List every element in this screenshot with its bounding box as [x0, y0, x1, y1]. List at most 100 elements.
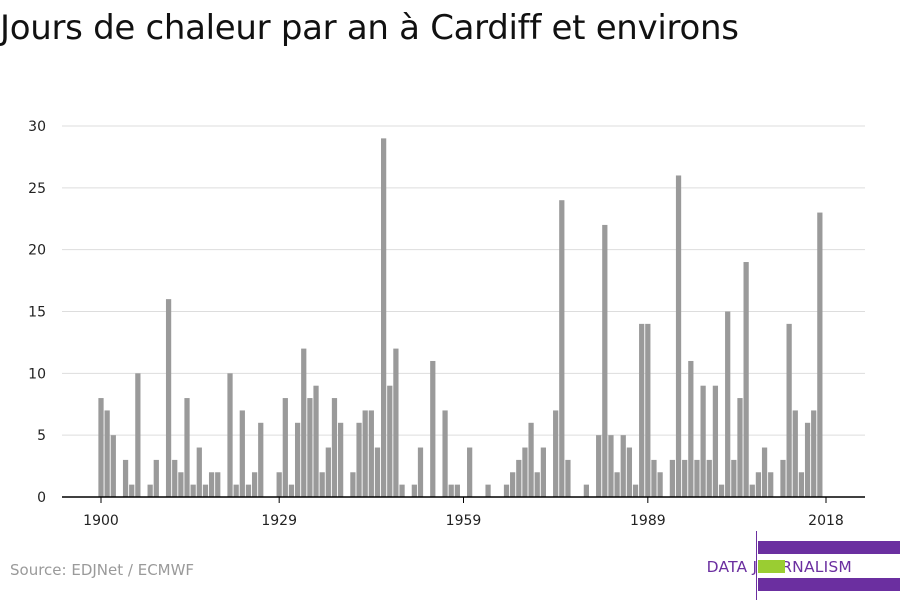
- bar-1937[interactable]: [325, 447, 331, 497]
- bar-1904[interactable]: [122, 459, 129, 497]
- bar-1939[interactable]: [338, 422, 344, 497]
- bar-2014[interactable]: [798, 472, 805, 497]
- bar-1976[interactable]: [565, 459, 571, 497]
- bar-1947[interactable]: [387, 385, 393, 497]
- bar-1968[interactable]: [516, 459, 522, 497]
- bar-1923[interactable]: [239, 410, 245, 497]
- bar-1996[interactable]: [688, 360, 694, 497]
- bar-2017[interactable]: [817, 212, 823, 497]
- bar-2001[interactable]: [718, 484, 725, 497]
- bar-2016[interactable]: [811, 410, 817, 497]
- bar-2006[interactable]: [749, 484, 755, 497]
- bar-1975[interactable]: [559, 200, 565, 497]
- bar-2008[interactable]: [761, 447, 768, 497]
- bar-1986[interactable]: [626, 447, 633, 497]
- bar-2007[interactable]: [755, 472, 762, 497]
- bar-1995[interactable]: [682, 459, 688, 497]
- bar-1951[interactable]: [411, 484, 417, 497]
- bar-1971[interactable]: [534, 472, 540, 497]
- bar-1918[interactable]: [208, 472, 215, 497]
- bar-1935[interactable]: [313, 385, 319, 497]
- edjnet-logo[interactable]: EUROPEAN DATA JOURNALISM NETWORK: [700, 531, 900, 600]
- bar-1900[interactable]: [98, 398, 104, 497]
- bar-1966[interactable]: [503, 484, 510, 497]
- bar-1967[interactable]: [510, 472, 516, 497]
- bar-1934[interactable]: [307, 398, 313, 497]
- bar-1930[interactable]: [282, 398, 288, 497]
- bar-1983[interactable]: [608, 435, 614, 497]
- logo-divider: [756, 531, 757, 600]
- bar-2009[interactable]: [768, 472, 774, 497]
- bar-1938[interactable]: [331, 398, 338, 497]
- bar-1970[interactable]: [528, 422, 534, 497]
- bar-1972[interactable]: [540, 447, 546, 497]
- bar-1916[interactable]: [196, 447, 202, 497]
- bar-1956[interactable]: [442, 410, 448, 497]
- bar-1988[interactable]: [639, 323, 645, 497]
- bar-1917[interactable]: [202, 484, 209, 497]
- bar-1936[interactable]: [319, 472, 325, 497]
- bar-1932[interactable]: [294, 422, 301, 497]
- bar-1905[interactable]: [129, 484, 135, 497]
- bar-2004[interactable]: [737, 398, 743, 497]
- bar-1914[interactable]: [184, 398, 190, 497]
- bar-2012[interactable]: [786, 323, 792, 497]
- bar-1993[interactable]: [669, 459, 676, 497]
- bar-1981[interactable]: [596, 435, 602, 497]
- bar-2002[interactable]: [725, 311, 731, 498]
- bar-2013[interactable]: [792, 410, 798, 497]
- bar-1998[interactable]: [700, 385, 706, 497]
- bar-2015[interactable]: [804, 422, 811, 497]
- bar-1949[interactable]: [399, 484, 405, 497]
- bar-1997[interactable]: [694, 459, 700, 497]
- bar-1963[interactable]: [485, 484, 491, 497]
- bar-1933[interactable]: [301, 348, 307, 497]
- bar-1922[interactable]: [233, 484, 239, 497]
- bar-1952[interactable]: [417, 447, 424, 497]
- bar-1985[interactable]: [620, 435, 626, 497]
- bar-1919[interactable]: [215, 472, 221, 497]
- bar-1957[interactable]: [448, 484, 454, 497]
- bar-1908[interactable]: [147, 484, 153, 497]
- bar-1912[interactable]: [172, 459, 178, 497]
- bar-1979[interactable]: [583, 484, 589, 497]
- bar-2003[interactable]: [731, 459, 737, 497]
- bar-1984[interactable]: [614, 472, 620, 497]
- bar-2000[interactable]: [712, 385, 719, 497]
- bar-1999[interactable]: [706, 459, 712, 497]
- chart-title: Jours de chaleur par an à Cardiff et env…: [0, 8, 739, 48]
- bar-1902[interactable]: [110, 435, 116, 497]
- bar-1943[interactable]: [362, 410, 368, 497]
- bar-1974[interactable]: [553, 410, 559, 497]
- bar-2005[interactable]: [743, 262, 749, 497]
- bar-1987[interactable]: [632, 484, 639, 497]
- bar-1942[interactable]: [356, 422, 362, 497]
- bar-1991[interactable]: [657, 472, 663, 497]
- bar-1994[interactable]: [675, 175, 682, 497]
- bar-1960[interactable]: [467, 447, 473, 497]
- bar-1958[interactable]: [454, 484, 460, 497]
- bar-1989[interactable]: [645, 323, 651, 497]
- bar-1990[interactable]: [651, 459, 657, 497]
- bar-1948[interactable]: [393, 348, 399, 497]
- bar-1913[interactable]: [178, 472, 184, 497]
- bar-1925[interactable]: [251, 472, 258, 497]
- bar-1901[interactable]: [104, 410, 110, 497]
- bar-1944[interactable]: [368, 410, 374, 497]
- bar-1911[interactable]: [165, 299, 172, 497]
- bar-1929[interactable]: [276, 472, 282, 497]
- bar-1982[interactable]: [602, 224, 608, 497]
- bar-1954[interactable]: [430, 360, 436, 497]
- bar-1906[interactable]: [135, 373, 141, 497]
- bar-1931[interactable]: [288, 484, 295, 497]
- bar-1915[interactable]: [190, 484, 196, 497]
- bar-1969[interactable]: [522, 447, 528, 497]
- bar-1924[interactable]: [245, 484, 252, 497]
- bar-1921[interactable]: [227, 373, 233, 497]
- bar-1926[interactable]: [258, 422, 264, 497]
- bar-2011[interactable]: [780, 459, 786, 497]
- bar-1945[interactable]: [374, 447, 381, 497]
- bar-1941[interactable]: [350, 472, 356, 497]
- bar-1909[interactable]: [153, 459, 159, 497]
- bar-1946[interactable]: [381, 138, 387, 497]
